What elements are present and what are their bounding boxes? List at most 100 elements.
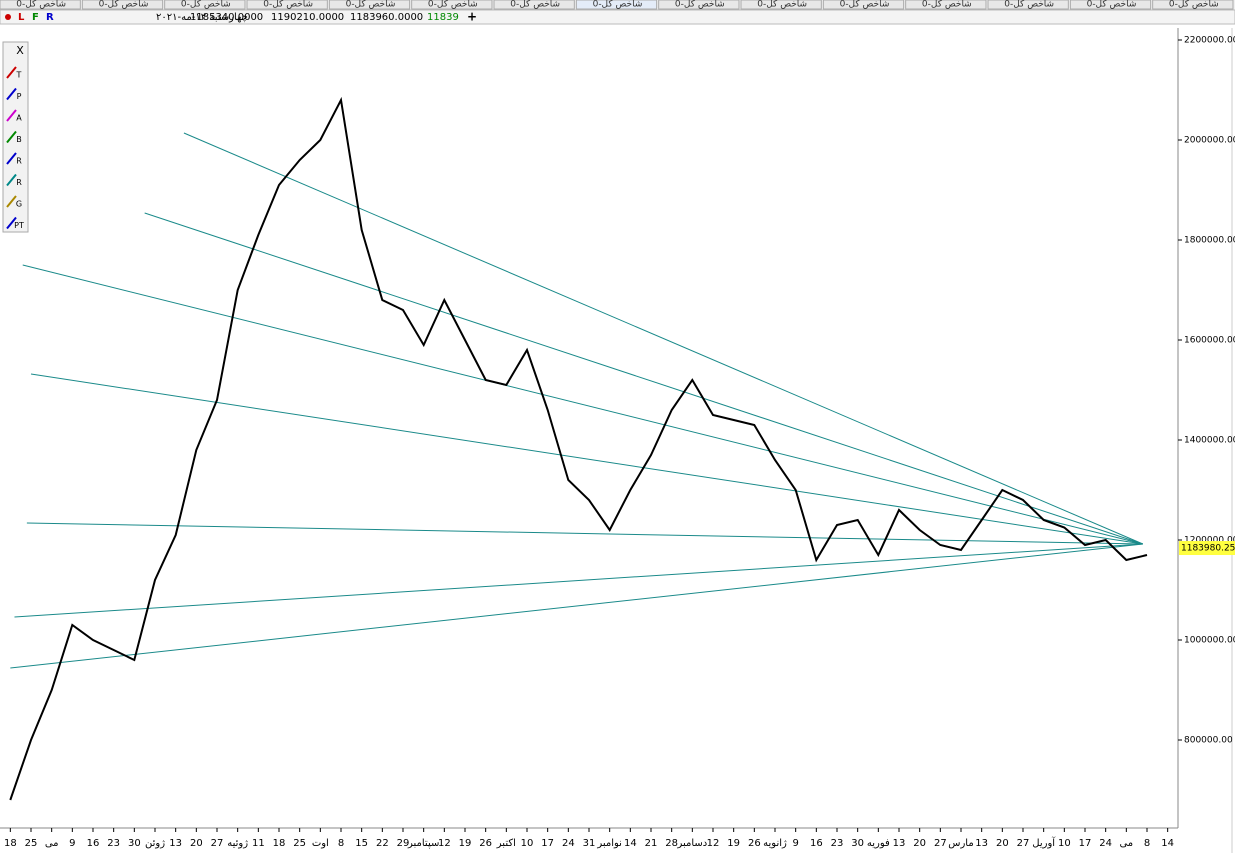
x-tick-label: فوریه [867, 838, 890, 849]
tab[interactable] [328, 0, 411, 10]
tool-icon[interactable] [6, 87, 17, 101]
x-tick-label: 24 [1099, 838, 1112, 849]
x-tick-label: ژانویه [763, 838, 787, 849]
tab-label[interactable]: شاخص کل-0 [757, 0, 807, 10]
tool-label[interactable]: B [16, 135, 22, 144]
x-tick-label: اکتبر [496, 838, 516, 849]
x-tick-label: 28 [665, 838, 678, 849]
tab[interactable] [1069, 0, 1152, 10]
tab-label[interactable]: شاخص کل-0 [428, 0, 478, 10]
x-tick-label: سپتامبر [407, 838, 439, 849]
x-tick-label: ژوئیه [227, 838, 248, 849]
tab[interactable] [1152, 0, 1234, 10]
tool-icon[interactable] [6, 130, 17, 144]
tab-label[interactable]: شاخص کل-0 [263, 0, 313, 10]
tool-label[interactable]: R [16, 157, 22, 166]
toolbox [2, 41, 29, 233]
x-tick-label: 26 [748, 838, 761, 849]
tab[interactable] [493, 0, 575, 10]
tool-icon[interactable] [6, 66, 17, 79]
tab-label[interactable]: شاخص کل-0 [510, 0, 560, 10]
bar-volume: 11839 [427, 12, 459, 23]
trendline [183, 132, 1144, 545]
tab-label[interactable]: شاخص کل-0 [840, 0, 890, 10]
tool-label[interactable]: T [16, 71, 22, 80]
x-tick-label: ژوئن [145, 838, 165, 849]
tool-icon[interactable] [6, 152, 17, 165]
x-tick-label: 14 [1161, 838, 1174, 849]
x-tick-label: 17 [541, 838, 554, 849]
x-tick-label: 12 [707, 838, 720, 849]
x-tick-label: آوریل [1032, 836, 1056, 849]
tab-label[interactable]: شاخص کل-0 [1169, 0, 1219, 10]
x-tick-label: 30 [851, 838, 864, 849]
x-tick-label: 9 [792, 838, 798, 849]
tab[interactable] [575, 0, 658, 10]
x-tick-label: 29 [397, 838, 410, 849]
x-tick-label: 8 [338, 838, 344, 849]
x-tick-label: مى [45, 838, 59, 849]
x-tick-label: 16 [810, 838, 823, 849]
tool-label[interactable]: P [17, 92, 22, 101]
y-tick-label: 1000000.00 [1184, 636, 1235, 646]
tab-label[interactable]: شاخص کل-0 [181, 0, 231, 10]
x-tick-label: 10 [1058, 838, 1071, 849]
tab[interactable] [411, 0, 493, 10]
x-tick-label: نوامبر [596, 838, 622, 849]
flag[interactable]: L [18, 12, 25, 23]
x-tick-label: 18 [4, 838, 17, 849]
tab[interactable] [658, 0, 740, 10]
x-tick-label: 21 [645, 838, 658, 849]
tool-label[interactable]: A [16, 114, 22, 123]
tool-icon[interactable] [6, 109, 17, 122]
tab[interactable] [822, 0, 905, 10]
tab[interactable] [164, 0, 246, 10]
tab-label[interactable]: شاخص کل-0 [1087, 0, 1137, 10]
x-tick-label: 30 [128, 838, 141, 849]
y-tick-label: 800000.00 [1184, 736, 1233, 746]
x-tick-label: 23 [831, 838, 844, 849]
tab[interactable] [905, 0, 987, 10]
tab-label[interactable]: شاخص کل-0 [16, 0, 66, 10]
trendline [22, 264, 1143, 545]
tab[interactable] [740, 0, 822, 10]
x-tick-label: 23 [107, 838, 120, 849]
x-tick-label: 24 [562, 838, 575, 849]
flag[interactable]: R [46, 12, 54, 23]
x-tick-label: 11 [252, 838, 265, 849]
x-tick-label: دسامبر [676, 838, 707, 849]
tab[interactable] [987, 0, 1069, 10]
x-tick-label: 26 [479, 838, 492, 849]
tool-icon[interactable] [6, 195, 17, 208]
tab-label[interactable]: شاخص کل-0 [593, 0, 643, 10]
x-tick-label: 27 [211, 838, 224, 849]
flag[interactable]: F [32, 12, 39, 23]
tool-label[interactable]: R [16, 178, 22, 187]
tab-label[interactable]: شاخص کل-0 [922, 0, 972, 10]
x-tick-label: 9 [69, 838, 75, 849]
x-tick-label: مارس [948, 838, 973, 849]
x-tick-label: 25 [25, 838, 38, 849]
last-price-label: 1183980.25 [1181, 544, 1235, 554]
tab-label[interactable]: شاخص کل-0 [1004, 0, 1054, 10]
tab-label[interactable]: شاخص کل-0 [675, 0, 725, 10]
add-button[interactable]: + [467, 10, 477, 24]
tab[interactable] [246, 0, 328, 10]
tab-label[interactable]: شاخص کل-0 [346, 0, 396, 10]
tool-label[interactable]: PT [14, 221, 24, 230]
tab-label[interactable]: شاخص کل-0 [99, 0, 149, 10]
x-tick-label: 15 [355, 838, 368, 849]
tool-label[interactable]: G [16, 200, 22, 209]
tool-icon[interactable] [6, 173, 17, 187]
bar-high: 1190210.0000 [271, 12, 344, 23]
tab[interactable] [0, 0, 81, 10]
x-tick-label: 25 [293, 838, 306, 849]
y-tick-label: 2000000.00 [1184, 136, 1235, 146]
tab[interactable] [81, 0, 164, 10]
tool-icon[interactable] [6, 216, 17, 230]
x-tick-label: 14 [624, 838, 637, 849]
x-tick-label: 13 [893, 838, 906, 849]
toolbox-close[interactable]: X [16, 44, 24, 57]
x-tick-label: 19 [459, 838, 472, 849]
